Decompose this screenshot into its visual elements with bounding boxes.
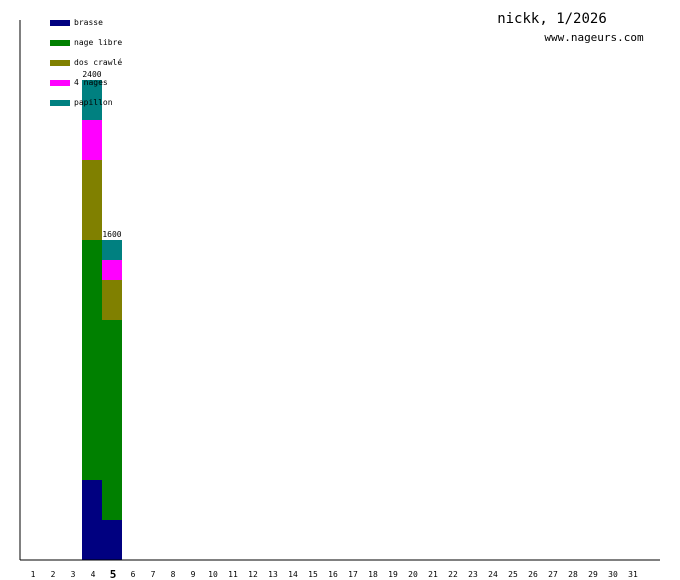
x-tick-label-6: 6 — [131, 570, 136, 579]
x-tick-label-30: 30 — [608, 570, 618, 579]
x-tick-label-26: 26 — [528, 570, 538, 579]
x-tick-label-7: 7 — [151, 570, 156, 579]
x-tick-label-5: 5 — [110, 568, 117, 580]
x-tick-label-17: 17 — [348, 570, 358, 579]
x-tick-label-25: 25 — [508, 570, 518, 579]
total-label-day-5: 1600 — [102, 230, 121, 239]
bars-layer — [82, 80, 122, 560]
legend: brasse nage libre dos crawlé 4 nages papillo… — [50, 18, 122, 107]
legend-label-papillon: papillon — [74, 98, 113, 107]
x-tick-label-8: 8 — [171, 570, 176, 579]
x-tick-label-27: 27 — [548, 570, 558, 579]
legend-swatch-nage-libre — [50, 40, 70, 46]
x-tick-label-16: 16 — [328, 570, 338, 579]
x-tick-label-31: 31 — [628, 570, 638, 579]
legend-swatch-dos-crawle — [50, 60, 70, 66]
x-tick-label-24: 24 — [488, 570, 498, 579]
x-tick-label-9: 9 — [191, 570, 196, 579]
x-tick-label-3: 3 — [71, 570, 76, 579]
x-tick-label-1: 1 — [31, 570, 36, 579]
legend-swatch-brasse — [50, 20, 70, 26]
bar-dos-crawle-day-4 — [82, 160, 102, 240]
legend-swatch-papillon — [50, 100, 70, 106]
x-tick-label-23: 23 — [468, 570, 478, 579]
chart-subtitle: www.nageurs.com — [544, 31, 644, 44]
bar-nage-libre-day-4 — [82, 240, 102, 480]
x-tick-label-19: 19 — [388, 570, 398, 579]
bar-nage-libre-day-5 — [102, 320, 122, 520]
x-tick-label-10: 10 — [208, 570, 218, 579]
legend-label-brasse: brasse — [74, 18, 103, 27]
bar-4-nages-day-5 — [102, 260, 122, 280]
legend-swatch-4-nages — [50, 80, 70, 86]
total-label-day-4: 2400 — [82, 70, 101, 79]
chart-title: nickk, 1/2026 — [497, 11, 607, 27]
legend-label-dos-crawle: dos crawlé — [74, 57, 122, 67]
x-tick-label-22: 22 — [448, 570, 458, 579]
x-tick-label-11: 11 — [228, 570, 238, 579]
x-tick-label-21: 21 — [428, 570, 438, 579]
bar-4-nages-day-4 — [82, 120, 102, 160]
x-tick-label-13: 13 — [268, 570, 278, 579]
legend-label-nage-libre: nage libre — [74, 38, 122, 47]
x-tick-label-20: 20 — [408, 570, 418, 579]
bar-papillon-day-4 — [82, 80, 102, 120]
bar-papillon-day-5 — [102, 240, 122, 260]
x-tick-label-4: 4 — [91, 570, 96, 579]
x-axis-ticks: 1 2 3 4 5 6 7 8 9 10 11 12 13 14 15 16 17 18 19 20 21 22 23 24 2… — [31, 568, 638, 580]
totals-layer: 2400 1600 — [82, 70, 121, 239]
legend-label-4-nages: 4 nages — [74, 78, 108, 87]
x-tick-label-29: 29 — [588, 570, 598, 579]
x-tick-label-18: 18 — [368, 570, 378, 579]
bar-brasse-day-4 — [82, 480, 102, 560]
x-tick-label-15: 15 — [308, 570, 318, 579]
bar-dos-crawle-day-5 — [102, 280, 122, 320]
x-tick-label-28: 28 — [568, 570, 578, 579]
x-tick-label-14: 14 — [288, 570, 298, 579]
bar-brasse-day-5 — [102, 520, 122, 560]
x-tick-label-12: 12 — [248, 570, 258, 579]
x-tick-label-2: 2 — [51, 570, 56, 579]
